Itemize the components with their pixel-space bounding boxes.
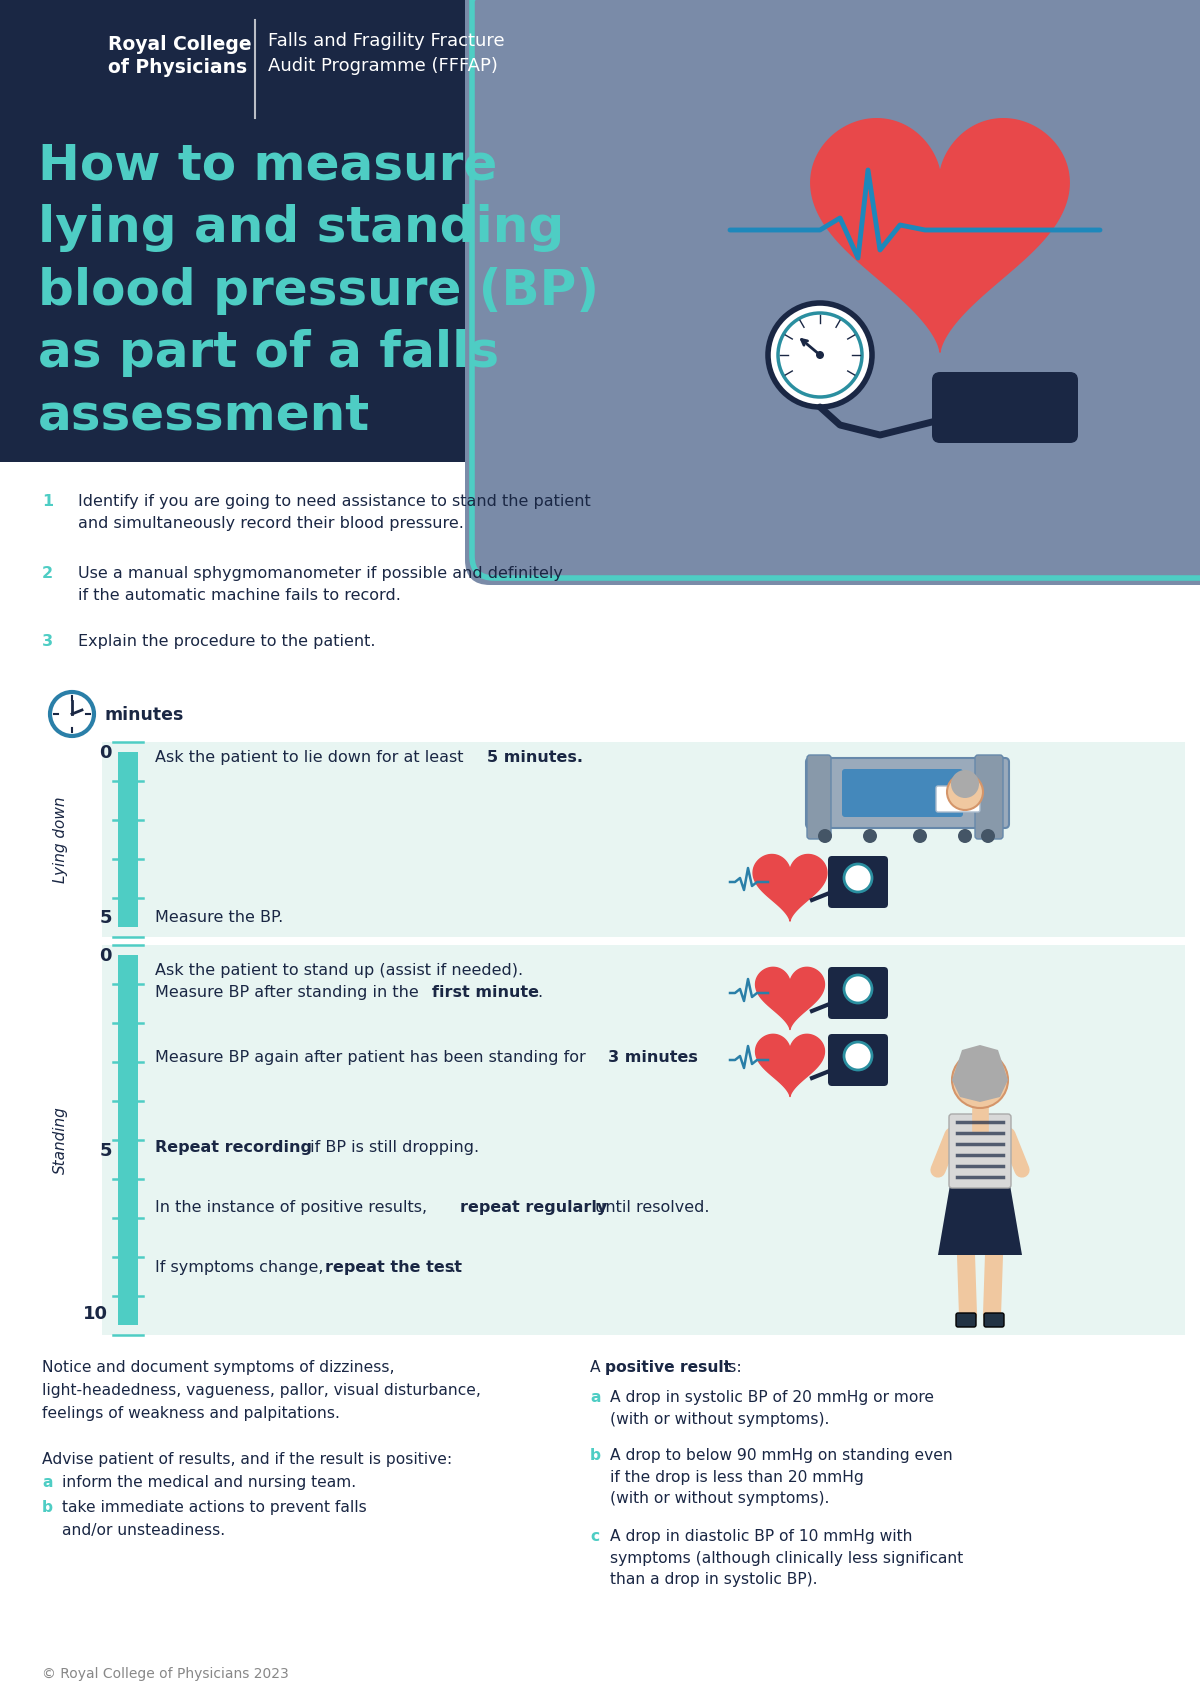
Text: a: a <box>42 1475 53 1490</box>
Text: 3 minutes: 3 minutes <box>608 1050 698 1066</box>
Polygon shape <box>22 1571 98 1675</box>
Text: a: a <box>590 1390 600 1405</box>
Text: Explain the procedure to the patient.: Explain the procedure to the patient. <box>78 635 376 648</box>
Polygon shape <box>811 119 1069 353</box>
Text: If symptoms change,: If symptoms change, <box>155 1259 329 1274</box>
Text: minutes: minutes <box>104 706 184 725</box>
Text: Repeat recording: Repeat recording <box>155 1140 312 1156</box>
Text: .: . <box>538 984 542 1000</box>
Text: 5 minutes.: 5 minutes. <box>487 750 583 765</box>
FancyBboxPatch shape <box>936 786 980 811</box>
Circle shape <box>818 830 832 843</box>
Text: Advise patient of results, and if the result is positive:: Advise patient of results, and if the re… <box>42 1453 452 1466</box>
FancyBboxPatch shape <box>842 769 964 816</box>
Text: 5: 5 <box>100 910 112 927</box>
Circle shape <box>844 1042 872 1071</box>
FancyBboxPatch shape <box>828 967 888 1018</box>
Text: Measure BP again after patient has been standing for: Measure BP again after patient has been … <box>155 1050 590 1066</box>
Text: c: c <box>590 1529 599 1544</box>
Polygon shape <box>938 1185 1022 1256</box>
Circle shape <box>947 774 983 809</box>
Circle shape <box>50 692 94 736</box>
Bar <box>118 955 138 1325</box>
Text: of Physicians: of Physicians <box>108 58 247 76</box>
Text: RCP: RCP <box>46 68 74 81</box>
FancyBboxPatch shape <box>932 372 1078 443</box>
Text: Use a manual sphygmomanometer if possible and definitely
if the automatic machin: Use a manual sphygmomanometer if possibl… <box>78 567 563 602</box>
Text: Measure BP after standing in the: Measure BP after standing in the <box>155 984 424 1000</box>
Text: © Royal College of Physicians 2023: © Royal College of Physicians 2023 <box>42 1666 289 1682</box>
FancyBboxPatch shape <box>806 759 1009 828</box>
Polygon shape <box>756 1033 824 1096</box>
Circle shape <box>982 830 995 843</box>
Text: Notice and document symptoms of dizziness,: Notice and document symptoms of dizzines… <box>42 1359 395 1375</box>
Bar <box>102 742 1186 937</box>
FancyBboxPatch shape <box>974 755 1003 838</box>
Circle shape <box>816 351 824 360</box>
FancyBboxPatch shape <box>828 1033 888 1086</box>
Polygon shape <box>756 967 824 1030</box>
Circle shape <box>768 304 872 407</box>
Text: 0: 0 <box>100 743 112 762</box>
Text: In the instance of positive results,: In the instance of positive results, <box>155 1200 432 1215</box>
Text: feelings of weakness and palpitations.: feelings of weakness and palpitations. <box>42 1407 340 1420</box>
Text: 1: 1 <box>42 494 53 509</box>
FancyBboxPatch shape <box>466 0 1200 585</box>
Text: 3: 3 <box>42 635 53 648</box>
Text: How to measure
lying and standing
blood pressure (BP)
as part of a falls
assessm: How to measure lying and standing blood … <box>38 143 599 440</box>
Text: 0: 0 <box>100 947 112 966</box>
Text: repeat the test: repeat the test <box>325 1259 462 1274</box>
Text: .: . <box>450 1259 455 1274</box>
Circle shape <box>863 830 877 843</box>
Bar <box>102 945 1186 1336</box>
Text: Ask the patient to lie down for at least: Ask the patient to lie down for at least <box>155 750 469 765</box>
Text: first minute: first minute <box>432 984 539 1000</box>
Text: light-headedness, vagueness, pallor, visual disturbance,: light-headedness, vagueness, pallor, vis… <box>42 1383 481 1398</box>
Circle shape <box>844 864 872 893</box>
Polygon shape <box>754 855 827 921</box>
Text: positive result: positive result <box>605 1359 731 1375</box>
Circle shape <box>952 1052 1008 1108</box>
Text: A: A <box>590 1359 606 1375</box>
Text: 5: 5 <box>100 1142 112 1161</box>
Text: .: . <box>686 1050 691 1066</box>
Text: Measure the BP.: Measure the BP. <box>155 910 283 925</box>
FancyBboxPatch shape <box>808 755 830 838</box>
Bar <box>118 752 138 927</box>
Text: b: b <box>42 1500 53 1515</box>
Text: Lying down: Lying down <box>53 796 67 882</box>
Text: Ask the patient to stand up (assist if needed).: Ask the patient to stand up (assist if n… <box>155 962 523 977</box>
Text: 2: 2 <box>42 567 53 580</box>
Text: if BP is still dropping.: if BP is still dropping. <box>305 1140 479 1156</box>
Text: inform the medical and nursing team.: inform the medical and nursing team. <box>62 1475 356 1490</box>
Polygon shape <box>952 1045 1008 1101</box>
FancyBboxPatch shape <box>984 1313 1004 1327</box>
Text: A drop in systolic BP of 20 mmHg or more
(with or without symptoms).: A drop in systolic BP of 20 mmHg or more… <box>610 1390 934 1427</box>
Text: b: b <box>590 1448 601 1463</box>
Text: until resolved.: until resolved. <box>590 1200 709 1215</box>
Text: Standing: Standing <box>53 1106 67 1174</box>
Text: A drop in diastolic BP of 10 mmHg with
symptoms (although clinically less signif: A drop in diastolic BP of 10 mmHg with s… <box>610 1529 964 1587</box>
Text: Identify if you are going to need assistance to stand the patient
and simultaneo: Identify if you are going to need assist… <box>78 494 590 531</box>
Circle shape <box>913 830 928 843</box>
Text: repeat regularly: repeat regularly <box>460 1200 607 1215</box>
Text: is:: is: <box>719 1359 742 1375</box>
FancyBboxPatch shape <box>949 1113 1010 1188</box>
FancyBboxPatch shape <box>956 1313 976 1327</box>
Text: 10: 10 <box>83 1305 108 1324</box>
Text: A drop to below 90 mmHg on standing even
if the drop is less than 20 mmHg
(with : A drop to below 90 mmHg on standing even… <box>610 1448 953 1507</box>
Bar <box>0 0 1200 462</box>
Circle shape <box>952 770 979 798</box>
Circle shape <box>958 830 972 843</box>
Text: Falls and Fragility Fracture: Falls and Fragility Fracture <box>268 32 505 49</box>
Text: and/or unsteadiness.: and/or unsteadiness. <box>62 1522 226 1537</box>
Text: take immediate actions to prevent falls: take immediate actions to prevent falls <box>62 1500 367 1515</box>
Text: Royal College: Royal College <box>108 36 252 54</box>
Circle shape <box>844 976 872 1003</box>
Circle shape <box>778 312 862 397</box>
FancyBboxPatch shape <box>828 855 888 908</box>
Text: Audit Programme (FFFAP): Audit Programme (FFFAP) <box>268 58 498 75</box>
